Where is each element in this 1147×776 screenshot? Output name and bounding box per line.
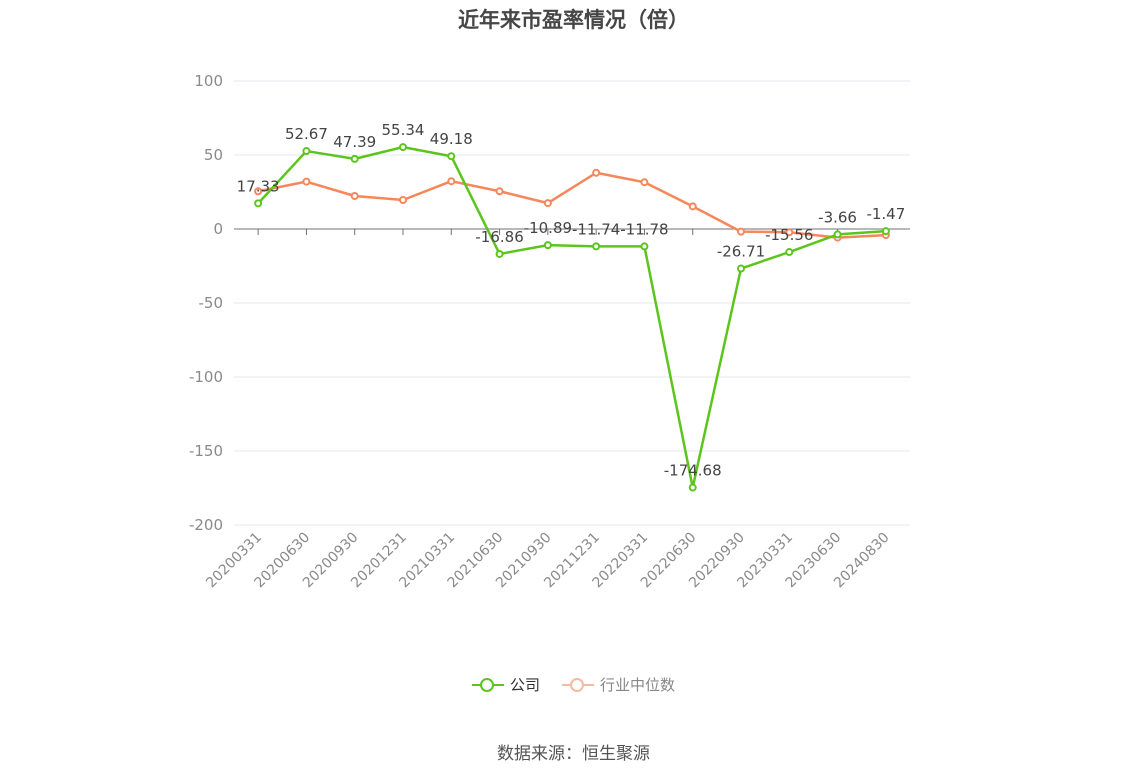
legend: 公司 行业中位数: [0, 674, 1147, 695]
series-line-company: [257, 145, 886, 489]
data-point-company: [399, 143, 407, 152]
data-point-company: [543, 241, 552, 250]
data-label-company: 55.34: [382, 121, 425, 139]
y-axis: 100 50 0 -50 -100 -150 -200: [189, 72, 223, 534]
series-line-industry: [257, 171, 886, 239]
data-label-company: -16.86: [475, 228, 523, 246]
data-point-industry: [399, 195, 407, 204]
data-point-company: [881, 227, 890, 236]
data-point-company: [350, 154, 359, 163]
data-point-company: [254, 199, 263, 208]
data-label-company: -1.47: [866, 205, 905, 223]
data-point-company: [688, 483, 697, 492]
data-point-company: [447, 152, 456, 161]
y-tick-label: -200: [189, 516, 223, 534]
data-label-company: -3.66: [818, 208, 857, 226]
data-point-industry: [350, 191, 359, 200]
chart-plot: 100 50 0 -50 -100 -150 -200 202003312020063020…: [189, 72, 910, 591]
data-label-company: 17.33: [237, 177, 280, 195]
data-point-industry: [495, 187, 504, 196]
series-layer: [254, 143, 890, 492]
y-tick-label: -150: [189, 442, 223, 460]
y-tick-label: -50: [199, 294, 224, 312]
legend-industry-label: 行业中位数: [600, 676, 676, 694]
data-label-company: -11.74: [572, 220, 620, 238]
data-point-industry: [302, 177, 311, 186]
data-point-industry: [737, 227, 745, 236]
data-label-company: -174.68: [664, 462, 722, 480]
chart-title: 近年来市盈率情况（倍）: [458, 8, 689, 32]
y-tick-label: -100: [189, 368, 223, 386]
data-point-company: [640, 242, 649, 251]
data-label-company: -26.71: [717, 243, 765, 261]
data-point-industry: [785, 228, 794, 237]
data-label-company: 47.39: [333, 133, 376, 151]
y-tick-label: 100: [194, 72, 223, 90]
grid-lines: [234, 80, 910, 526]
data-point-company: [495, 249, 504, 258]
legend-industry-marker: [562, 677, 594, 692]
data-point-industry: [688, 202, 697, 211]
data-label-company: -15.56: [765, 226, 813, 244]
legend-item-company[interactable]: 公司: [471, 674, 540, 695]
data-point-industry: [543, 199, 552, 208]
data-point-company: [737, 264, 745, 273]
data-point-company: [302, 147, 311, 156]
y-tick-label: 0: [213, 220, 223, 238]
data-label-company: 52.67: [285, 125, 328, 143]
data-point-industry: [254, 187, 263, 196]
data-point-industry: [640, 178, 649, 187]
x-axis: 2020033120200630202009302020123120210331…: [203, 228, 910, 591]
data-point-industry: [447, 177, 456, 186]
data-point-company: [592, 242, 601, 251]
data-source: 数据来源：恒生聚源: [497, 744, 650, 764]
legend-company-label: 公司: [509, 676, 540, 694]
data-point-company: [785, 248, 794, 257]
data-label-company: -10.89: [524, 219, 572, 237]
y-tick-label: 50: [204, 146, 223, 164]
data-point-industry: [592, 168, 601, 177]
legend-item-industry[interactable]: 行业中位数: [562, 674, 675, 695]
legend-company-marker: [471, 677, 504, 692]
data-label-company: 49.18: [430, 130, 473, 148]
data-label-company: -11.78: [620, 220, 668, 238]
data-point-company: [833, 230, 842, 239]
